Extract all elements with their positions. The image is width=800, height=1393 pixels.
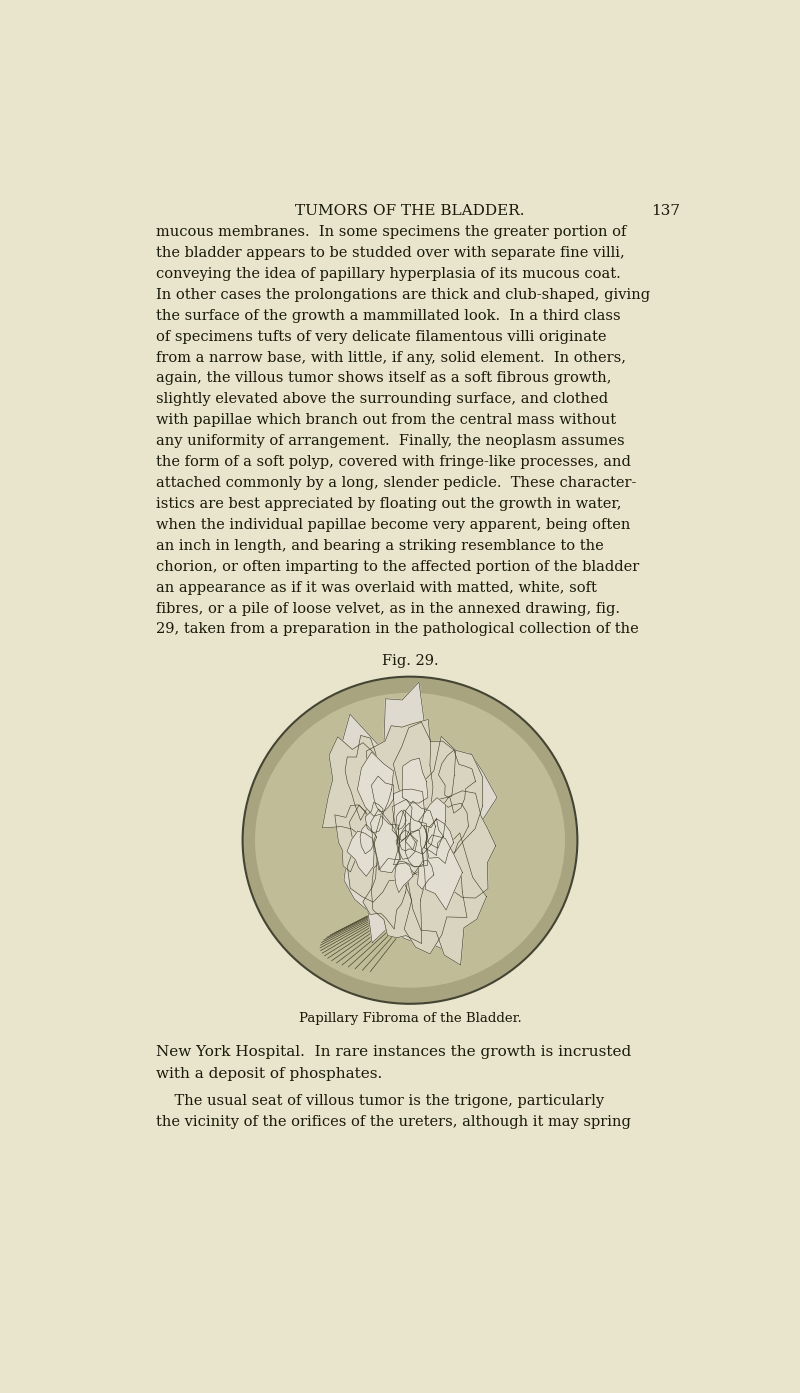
Ellipse shape [255,692,565,988]
Text: New York Hospital.  In rare instances the growth is incrusted: New York Hospital. In rare instances the… [156,1045,631,1059]
Text: from a narrow base, with little, if any, solid element.  In others,: from a narrow base, with little, if any,… [156,351,626,365]
Polygon shape [374,815,400,873]
Polygon shape [371,848,426,943]
Text: with a deposit of phosphates.: with a deposit of phosphates. [156,1067,382,1081]
Text: an appearance as if it was overlaid with matted, white, soft: an appearance as if it was overlaid with… [156,581,597,595]
Polygon shape [396,823,417,859]
Text: conveying the idea of papillary hyperplasia of its mucous coat.: conveying the idea of papillary hyperpla… [156,267,621,281]
Text: any uniformity of arrangement.  Finally, the neoplasm assumes: any uniformity of arrangement. Finally, … [156,435,625,449]
Polygon shape [394,722,456,815]
Polygon shape [365,802,383,833]
Polygon shape [399,830,415,851]
Polygon shape [426,819,454,864]
Text: fibres, or a pile of loose velvet, as in the annexed drawing, fig.: fibres, or a pile of loose velvet, as in… [156,602,620,616]
Polygon shape [395,861,413,893]
Polygon shape [370,809,400,871]
Text: istics are best appreciated by floating out the growth in water,: istics are best appreciated by floating … [156,497,622,511]
Polygon shape [406,830,424,866]
Polygon shape [335,805,374,872]
Text: In other cases the prolongations are thick and club-shaped, giving: In other cases the prolongations are thi… [156,288,650,302]
Polygon shape [347,832,374,876]
Polygon shape [342,683,497,953]
Text: slightly elevated above the surrounding surface, and clothed: slightly elevated above the surrounding … [156,393,608,407]
Text: The usual seat of villous tumor is the trigone, particularly: The usual seat of villous tumor is the t… [156,1094,604,1107]
Text: attached commonly by a long, slender pedicle.  These character-: attached commonly by a long, slender ped… [156,476,636,490]
Text: 137: 137 [650,203,680,217]
Polygon shape [406,801,435,854]
Text: of specimens tufts of very delicate filamentous villi originate: of specimens tufts of very delicate fila… [156,330,606,344]
Polygon shape [408,833,486,965]
Text: chorion, or often imparting to the affected portion of the bladder: chorion, or often imparting to the affec… [156,560,639,574]
Text: 29, taken from a preparation in the pathological collection of the: 29, taken from a preparation in the path… [156,623,638,637]
Polygon shape [322,737,383,841]
Polygon shape [403,836,467,954]
Polygon shape [418,798,446,848]
Text: mucous membranes.  In some specimens the greater portion of: mucous membranes. In some specimens the … [156,226,626,240]
Polygon shape [438,749,475,814]
Text: when the individual papillae become very apparent, being often: when the individual papillae become very… [156,518,630,532]
Polygon shape [363,851,408,929]
Polygon shape [371,776,394,812]
Ellipse shape [242,677,578,1004]
Polygon shape [358,752,394,816]
Polygon shape [422,834,462,910]
Polygon shape [418,737,482,872]
Text: the bladder appears to be studded over with separate fine villi,: the bladder appears to be studded over w… [156,247,625,260]
Polygon shape [392,800,412,844]
Text: Fig. 29.: Fig. 29. [382,655,438,669]
Text: an inch in length, and bearing a striking resemblance to the: an inch in length, and bearing a strikin… [156,539,603,553]
Polygon shape [435,801,469,854]
Text: the form of a soft polyp, covered with fringe-like processes, and: the form of a soft polyp, covered with f… [156,456,630,469]
Polygon shape [424,818,444,855]
Polygon shape [394,809,427,866]
Polygon shape [438,791,496,898]
Polygon shape [402,758,428,802]
Text: again, the villous tumor shows itself as a soft fibrous growth,: again, the villous tumor shows itself as… [156,372,611,386]
Polygon shape [347,805,407,903]
Polygon shape [360,825,377,854]
Text: the vicinity of the orifices of the ureters, although it may spring: the vicinity of the orifices of the uret… [156,1114,630,1128]
Polygon shape [366,719,433,827]
Text: the surface of the growth a mammillated look.  In a third class: the surface of the growth a mammillated … [156,309,621,323]
Text: with papillae which branch out from the central mass without: with papillae which branch out from the … [156,414,616,428]
Polygon shape [392,788,425,840]
Polygon shape [418,859,434,889]
Text: Papillary Fibroma of the Bladder.: Papillary Fibroma of the Bladder. [298,1013,522,1025]
Polygon shape [345,736,383,820]
Polygon shape [396,811,406,830]
Text: TUMORS OF THE BLADDER.: TUMORS OF THE BLADDER. [295,203,525,217]
